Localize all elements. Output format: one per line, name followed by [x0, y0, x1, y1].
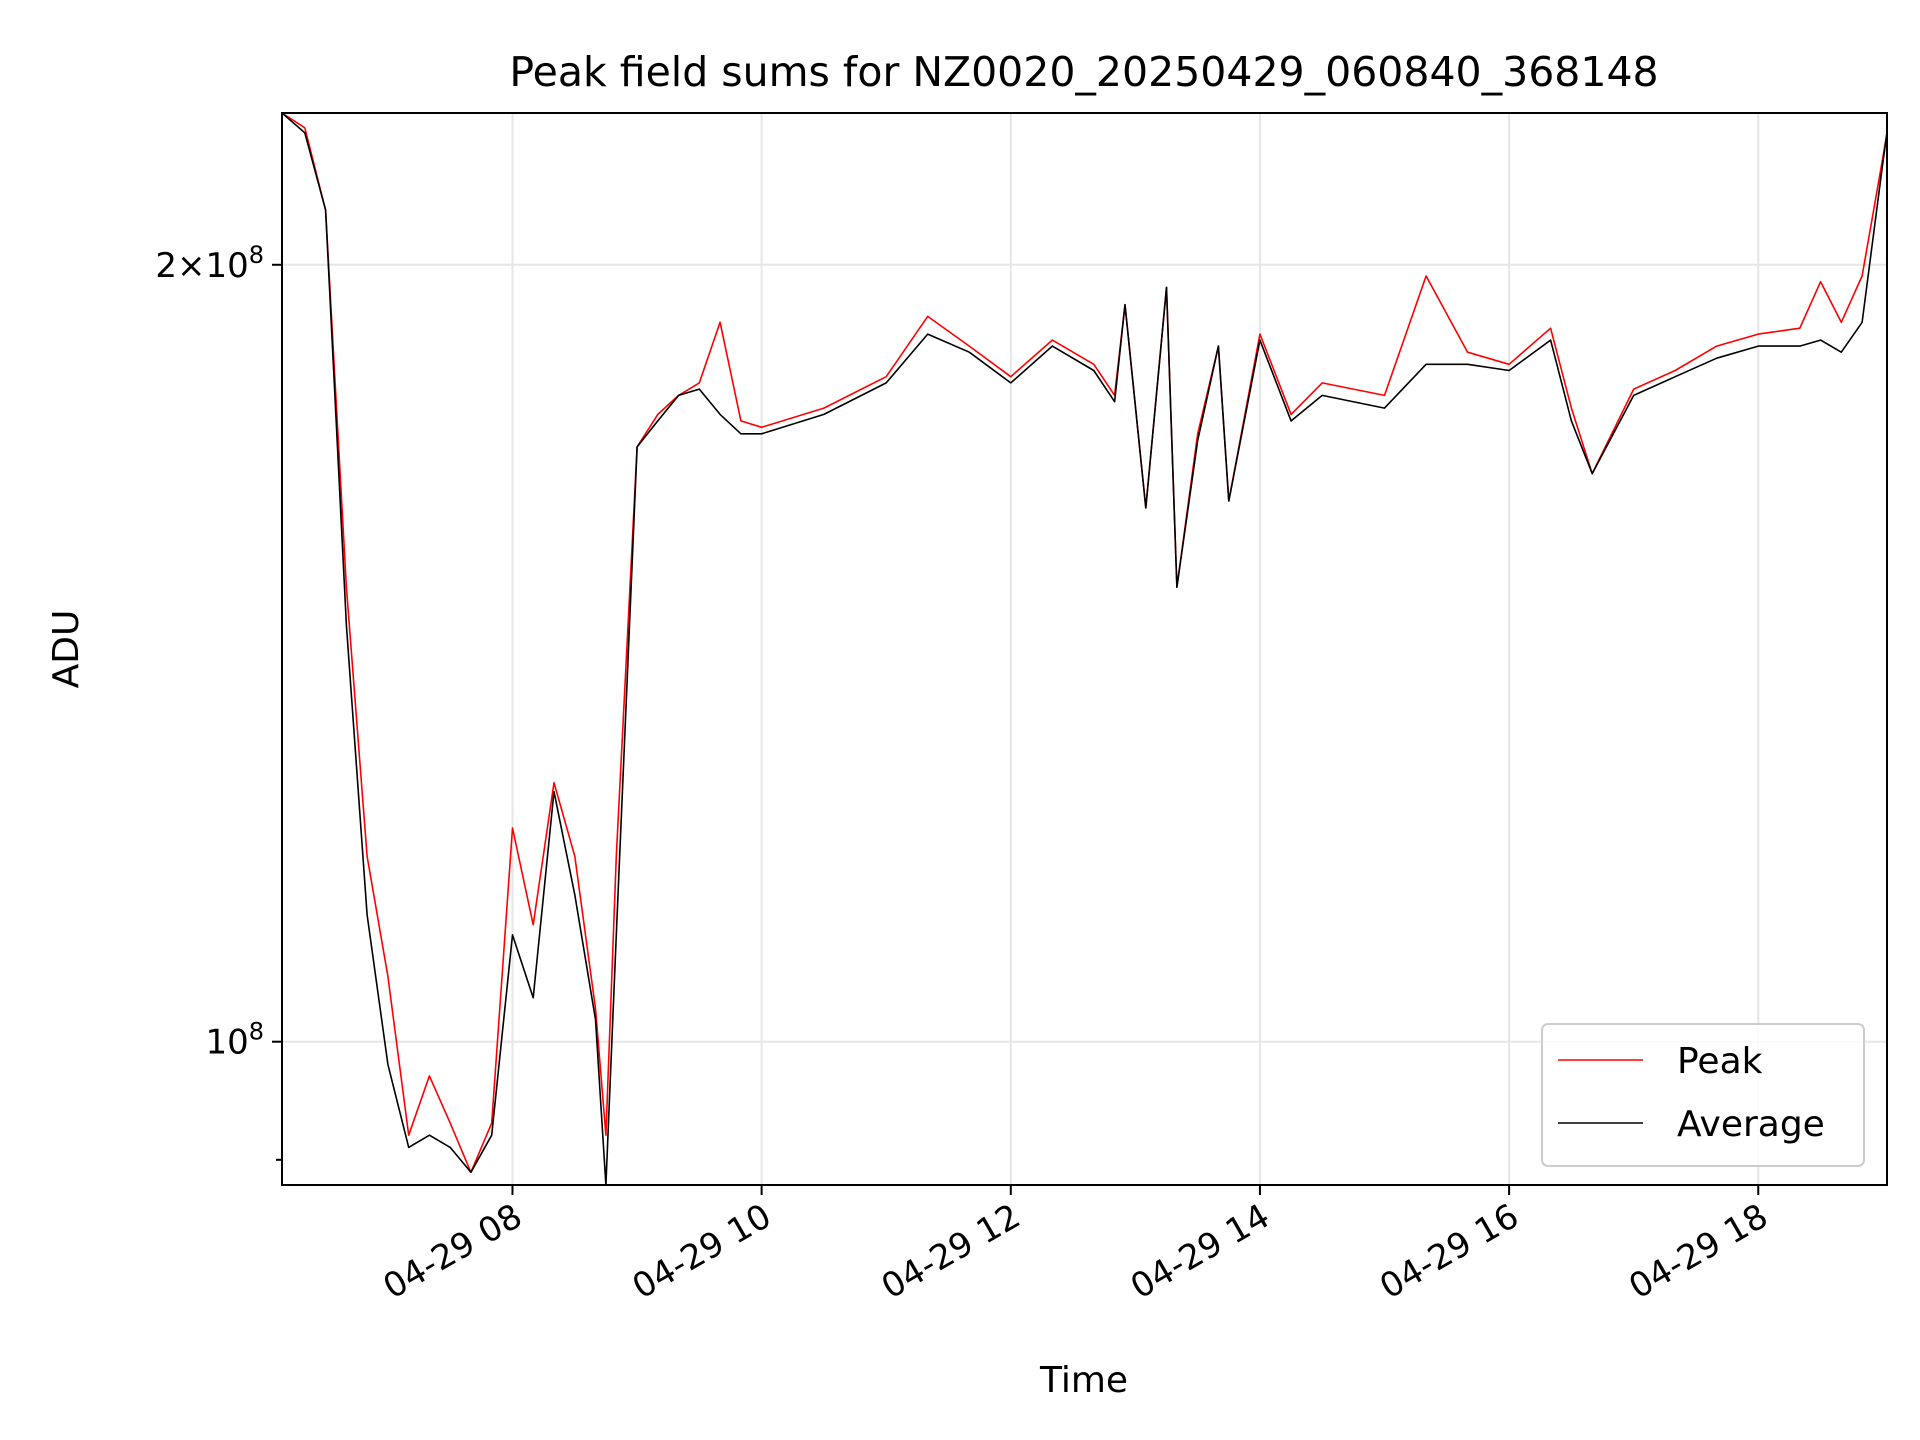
y-tick-label: 108	[205, 1018, 264, 1063]
x-axis-label: Time	[1039, 1360, 1128, 1401]
y-tick-label: 2×108	[155, 241, 264, 286]
plot-frame	[281, 112, 1888, 1186]
legend-average-label: Average	[1677, 1104, 1825, 1145]
legend-peak-label: Peak	[1677, 1041, 1763, 1082]
series-average-line	[281, 112, 1888, 1186]
chart-title: Peak field sums for NZ0020_20250429_0608…	[509, 48, 1658, 96]
y-axis-label: ADU	[46, 610, 87, 689]
plot-series	[281, 112, 1888, 1186]
legend: Peak Average	[1541, 1023, 1865, 1167]
